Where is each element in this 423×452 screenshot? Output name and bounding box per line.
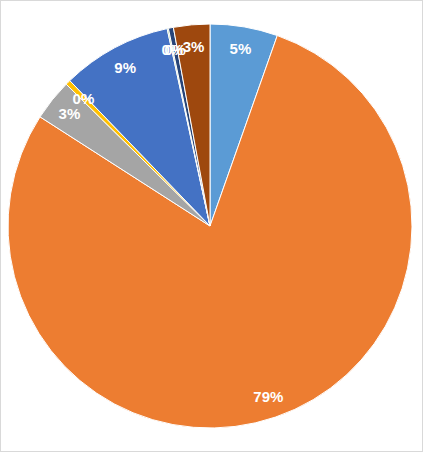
data-label: 5%	[230, 40, 252, 57]
data-label: 9%	[114, 59, 136, 76]
chart-background	[1, 1, 423, 452]
data-label: 0%	[73, 90, 95, 107]
data-label: 3%	[59, 105, 81, 122]
data-label: 3%	[183, 38, 205, 55]
chart-svg: 5%79%3%0%9%0%0%3%	[0, 0, 423, 452]
slices	[8, 24, 412, 428]
data-labels: 5%79%3%0%9%0%0%3%	[59, 38, 284, 405]
data-label: 79%	[253, 388, 283, 405]
chart-container: 5%79%3%0%9%0%0%3%	[0, 0, 423, 452]
